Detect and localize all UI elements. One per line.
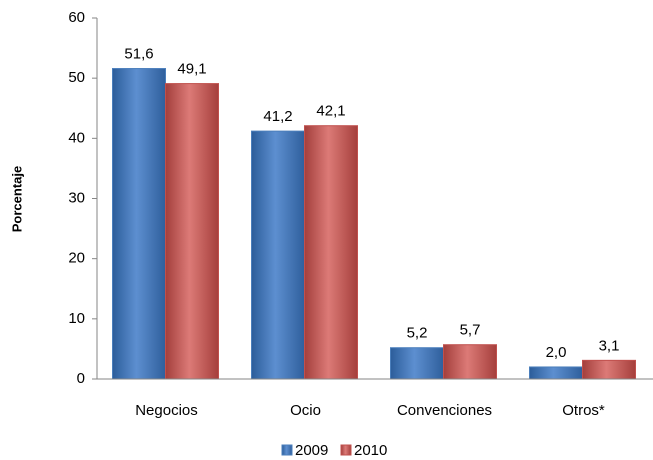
legend-swatch <box>281 444 293 456</box>
x-tick-label: Otros* <box>562 402 605 419</box>
value-label: 42,1 <box>316 103 345 120</box>
bar <box>443 344 497 380</box>
value-label: 2,0 <box>546 344 567 361</box>
value-label: 51,6 <box>124 46 153 63</box>
y-tick-label: 50 <box>68 69 85 86</box>
x-tick-label: Ocio <box>290 402 321 419</box>
bar <box>251 130 305 380</box>
value-label: 3,1 <box>599 337 620 354</box>
bar <box>112 68 166 380</box>
bar <box>529 366 583 380</box>
y-tick-label: 0 <box>77 370 85 387</box>
y-tick-label: 10 <box>68 310 85 327</box>
bar <box>304 125 358 380</box>
x-tick-label: Negocios <box>135 402 198 419</box>
y-axis-label: Porcentaje <box>9 166 24 232</box>
y-tick-label: 60 <box>68 9 85 26</box>
value-label: 5,7 <box>460 322 481 339</box>
legend-swatch <box>340 444 352 456</box>
value-label: 49,1 <box>177 61 206 78</box>
legend-label: 2009 <box>295 442 328 459</box>
y-tick-label: 40 <box>68 129 85 146</box>
bar <box>390 347 444 380</box>
legend-label: 2010 <box>354 442 387 459</box>
y-tick-label: 30 <box>68 189 85 206</box>
y-tick-label: 20 <box>68 250 85 267</box>
value-label: 5,2 <box>407 325 428 342</box>
x-tick-label: Convenciones <box>397 402 492 419</box>
bar <box>165 83 219 380</box>
value-label: 41,2 <box>263 108 292 125</box>
bar <box>582 359 636 380</box>
